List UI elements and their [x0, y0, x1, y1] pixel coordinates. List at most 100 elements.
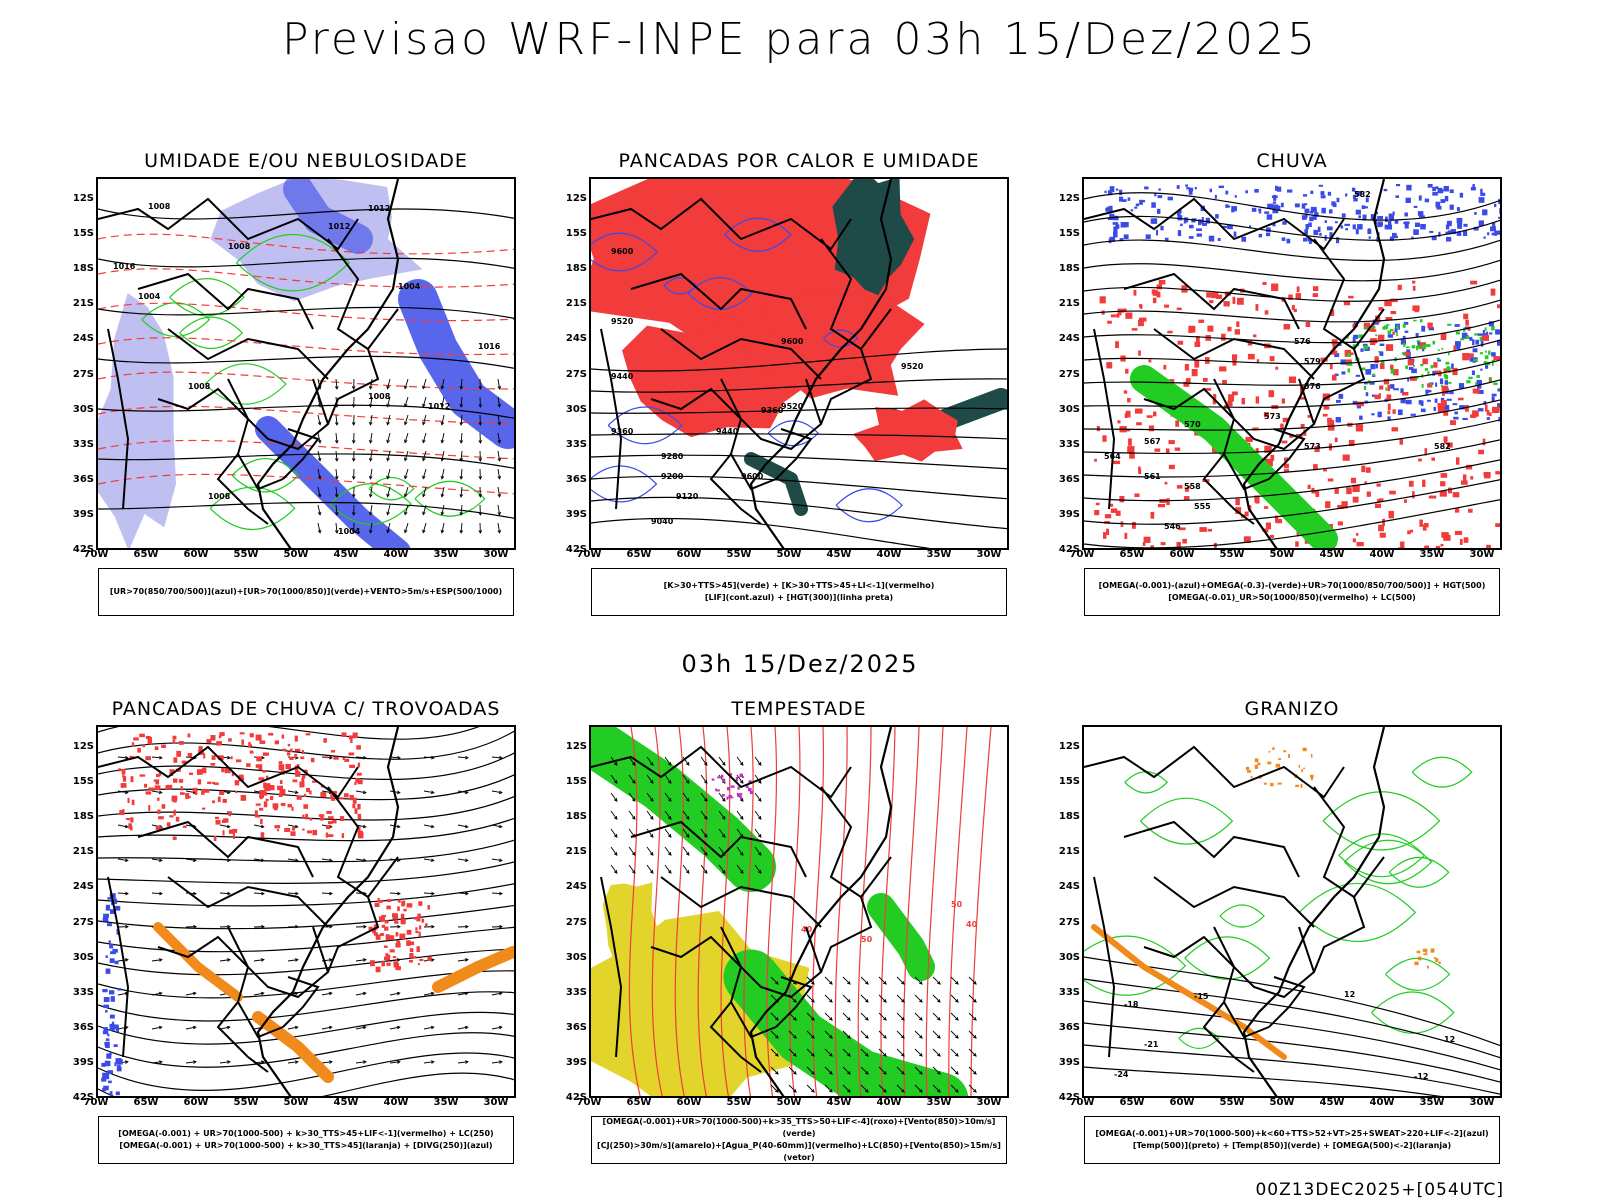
panel-title-umidade: UMIDADE E/OU NEBULOSIDADE	[144, 150, 468, 172]
political-borders	[1084, 745, 1385, 1073]
wind-vectors	[317, 378, 502, 534]
omega-blue-area	[1334, 319, 1500, 423]
political-borders	[591, 745, 892, 1073]
lon-tick-label: 40W	[876, 1097, 902, 1108]
contour-label: 9600	[781, 337, 804, 346]
lon-tick-label: 70W	[83, 1097, 109, 1108]
lon-tick-label: 35W	[1419, 549, 1445, 560]
lon-tick-label: 30W	[483, 1097, 509, 1108]
contour-label: 567	[1144, 437, 1161, 446]
lat-tick-label: 42S	[565, 544, 587, 555]
lon-tick-label: 40W	[876, 549, 902, 560]
contour-label: 9280	[661, 452, 684, 461]
contour-label: 40	[966, 920, 978, 929]
lat-tick-label: 39S	[1058, 1056, 1080, 1068]
lat-tick-label: 36S	[565, 1021, 587, 1033]
contour-label: 9600	[741, 472, 764, 481]
lon-tick-label: 70W	[576, 549, 602, 560]
lat-tick-label: 27S	[565, 916, 587, 928]
lat-tick-label: 30S	[1058, 403, 1080, 415]
contour-label: 1016	[113, 262, 136, 271]
thunderstorm-area-red	[118, 732, 364, 842]
lat-tick-label: 21S	[565, 846, 587, 858]
map-granizo: -18 -15 -21 -24 -12 12 12	[1082, 725, 1502, 1098]
contour-label: 1012	[428, 402, 450, 411]
contour-label: -12	[1414, 1072, 1428, 1081]
run-timestamp: 00Z13DEC2025+[054UTC]	[1255, 1180, 1504, 1200]
omega-green-area	[1130, 365, 1338, 548]
lat-tick-label: 27S	[1058, 368, 1080, 380]
lat-tick-label: 24S	[72, 881, 94, 893]
lat-tick-label: 15S	[1058, 228, 1080, 240]
lat-tick-label: 15S	[565, 776, 587, 788]
lat-tick-label: 39S	[1058, 508, 1080, 520]
thunderstorm-area-orange	[252, 1011, 334, 1083]
lon-tick-label: 45W	[1319, 1097, 1345, 1108]
lat-tick-label: 42S	[72, 1092, 94, 1103]
contour-label: 9600	[611, 247, 634, 256]
valid-time-title: 03h 15/Dez/2025	[681, 650, 919, 678]
contour-label: 1008	[148, 202, 171, 211]
lat-tick-label: 21S	[72, 298, 94, 310]
contour-label: 9520	[781, 402, 804, 411]
lat-tick-label: 33S	[72, 986, 94, 998]
lat-tick-label: 33S	[565, 438, 587, 450]
lat-tick-label: 12S	[72, 193, 94, 204]
lon-tick-label: 60W	[676, 549, 702, 560]
omega-500-area-orange	[1091, 924, 1287, 1060]
lat-tick-label: 39S	[565, 1056, 587, 1068]
lat-tick-label: 21S	[1058, 298, 1080, 310]
map-plot-umidade: 1008 1012 1012 1008 1016 1004 1004 1008 1008 1012…	[98, 179, 514, 548]
legend-tempestade: [OMEGA(-0.001)+UR>70(1000-500)+k>35_TTS>…	[591, 1116, 1007, 1164]
contour-label: 9440	[716, 427, 739, 436]
lat-tick-label: 18S	[565, 811, 587, 823]
lon-tick-label: 50W	[283, 1097, 309, 1108]
political-borders	[98, 197, 399, 525]
contour-label: 9520	[901, 362, 924, 371]
panel-title-granizo: GRANIZO	[1244, 698, 1340, 720]
contour-label: 12	[1344, 990, 1355, 999]
contour-label: -24	[1114, 1070, 1129, 1079]
lon-tick-label: 50W	[283, 549, 309, 560]
contour-label: 1008	[208, 492, 231, 501]
lat-tick-label: 12S	[72, 741, 94, 752]
lon-tick-label: 65W	[133, 549, 159, 560]
legend-line: [OMEGA(-0.001) + UR>70(1000-500) + k>30_…	[118, 1129, 494, 1138]
streamline-arrows	[117, 755, 503, 1064]
wind-850-area-green	[591, 727, 776, 892]
lat-tick-label: 18S	[1058, 811, 1080, 823]
contour-label: 9360	[761, 406, 784, 415]
lat-tick-label: 36S	[1058, 473, 1080, 485]
lat-tick-label: 42S	[1058, 1092, 1080, 1103]
lon-tick-label: 60W	[183, 549, 209, 560]
lon-tick-label: 70W	[83, 549, 109, 560]
lat-tick-label: 15S	[565, 228, 587, 240]
wind-850-area-green	[867, 893, 935, 981]
lon-tick-label: 60W	[1169, 549, 1195, 560]
lat-tick-label: 18S	[72, 263, 94, 275]
panel-title-chuva: CHUVA	[1256, 150, 1328, 172]
lon-tick-label: 55W	[726, 549, 752, 560]
contour-label: 573	[1264, 412, 1281, 421]
lat-tick-label: 27S	[565, 368, 587, 380]
lat-tick-label: 30S	[565, 403, 587, 415]
legend-line: [OMEGA(-0.001) + UR>70(1000-500) + k>30_…	[119, 1141, 493, 1150]
lat-tick-label: 24S	[1058, 881, 1080, 893]
contour-label: 50	[951, 900, 963, 909]
temp-500-contours	[1084, 956, 1500, 1096]
wind-850-area-green	[723, 949, 968, 1096]
legend-pancadas_calor: [K>30+TTS>45](verde) + [K>30+TTS>45+LI<-…	[591, 568, 1007, 616]
coastline	[1242, 727, 1386, 1096]
lat-tick-label: 33S	[1058, 986, 1080, 998]
lat-tick-label: 27S	[1058, 916, 1080, 928]
contour-label: 1004	[398, 282, 421, 291]
contour-label: 50	[861, 935, 873, 944]
contour-label: 573	[1304, 442, 1321, 451]
lat-tick-label: 12S	[565, 741, 587, 752]
lat-tick-label: 12S	[1058, 741, 1080, 752]
panel-title-trovoadas: PANCADAS DE CHUVA C/ TROVOADAS	[111, 698, 501, 720]
lifted-index-contours	[591, 217, 903, 523]
contour-label: 1012	[368, 204, 390, 213]
lat-tick-label: 33S	[1058, 438, 1080, 450]
